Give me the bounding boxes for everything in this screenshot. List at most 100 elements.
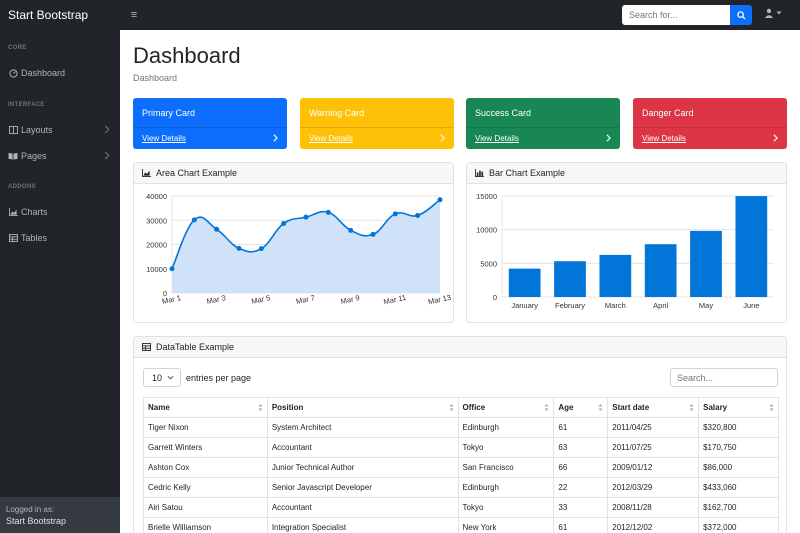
sort-icon <box>258 403 263 412</box>
datatable-title: DataTable Example <box>156 342 235 352</box>
cell-position: Accountant <box>266 437 459 458</box>
gauge-icon <box>8 68 18 78</box>
sidebar-item-charts[interactable]: Charts <box>0 203 120 221</box>
x-tick-label: Mar 3 <box>206 293 227 306</box>
column-header-salary[interactable]: Salary <box>698 397 779 418</box>
search-icon <box>736 10 746 20</box>
sort-icon <box>769 403 774 412</box>
x-tick-label: Mar 11 <box>383 293 407 307</box>
view-details-link[interactable]: View Details <box>642 134 686 143</box>
area-chart-panel: Area Chart Example 0 10000 20000 30000 40000… <box>133 162 454 323</box>
navbar-brand[interactable]: Start Bootstrap <box>8 8 89 22</box>
success-card: Success Card View Details <box>466 98 620 149</box>
card-title: Success Card <box>475 108 532 118</box>
navbar-search-input[interactable] <box>622 5 730 25</box>
data-point <box>437 197 443 203</box>
columns-icon <box>8 125 18 135</box>
bar-chart-panel: Bar Chart Example 0 5000 10000 15000 January… <box>466 162 787 323</box>
column-header-age[interactable]: Age <box>553 397 609 418</box>
cell-name: Tiger Nixon <box>143 417 268 438</box>
cell-name: Ashton Cox <box>143 457 268 478</box>
cell-salary: $433,060 <box>698 477 779 498</box>
chart-area-icon <box>8 207 18 217</box>
sidebar-item-pages[interactable]: Pages <box>0 147 120 165</box>
data-point <box>191 217 197 223</box>
cell-age: 63 <box>553 437 609 458</box>
warning-card: Warning Card View Details <box>300 98 454 149</box>
chart-bar-icon <box>475 168 485 178</box>
x-tick-label: Mar 5 <box>251 293 272 306</box>
table-row: Airi Satou Accountant Tokyo 33 2008/11/28 $16… <box>143 497 779 518</box>
chevron-right-icon <box>273 134 278 142</box>
entries-per-page-select[interactable]: 10 <box>143 368 181 387</box>
breadcrumb: Dashboard <box>133 73 178 83</box>
user-dropdown[interactable] <box>764 8 782 18</box>
column-header-start-date[interactable]: Start date <box>607 397 700 418</box>
card-title: Warning Card <box>309 108 365 118</box>
data-point <box>392 211 398 217</box>
data-point <box>415 212 421 218</box>
cell-age: 22 <box>553 477 609 498</box>
cell-age: 66 <box>553 457 609 478</box>
y-tick-label: 10000 <box>476 226 497 235</box>
sidebar-toggle-icon[interactable]: ≡ <box>130 9 138 21</box>
y-tick-label: 20000 <box>146 241 167 250</box>
cell-age: 61 <box>553 417 609 438</box>
top-navbar: Start Bootstrap ≡ <box>0 0 800 30</box>
logged-in-label: Logged in as: <box>6 505 55 514</box>
cell-office: Tokyo <box>457 497 555 518</box>
cell-office: Tokyo <box>457 437 555 458</box>
cell-position: Junior Technical Author <box>266 457 459 478</box>
column-header-name[interactable]: Name <box>143 397 268 418</box>
column-header-position[interactable]: Position <box>266 397 459 418</box>
chevron-right-icon <box>104 125 110 134</box>
data-point <box>325 209 331 215</box>
column-header-office[interactable]: Office <box>457 397 555 418</box>
data-point <box>214 226 220 232</box>
y-tick-label: 40000 <box>146 192 167 201</box>
area-chart-header: Area Chart Example <box>134 163 453 184</box>
y-tick-label: 0 <box>163 289 167 298</box>
chevron-right-icon <box>440 134 445 142</box>
sidebar-item-label: Charts <box>21 207 48 217</box>
cell-office: San Francisco <box>457 457 555 478</box>
cell-start-date: 2012/12/02 <box>607 517 700 533</box>
entries-control: 10 entries per page <box>143 368 251 387</box>
navbar-search-button[interactable] <box>730 5 752 25</box>
x-tick-label: June <box>743 301 759 310</box>
cell-position: Integration Specialist <box>266 517 459 533</box>
y-tick-label: 10000 <box>146 265 167 274</box>
chevron-right-icon <box>104 151 110 160</box>
y-tick-label: 0 <box>493 293 497 302</box>
data-table: Name Position Office Age Start date Sala… <box>143 397 779 533</box>
table-row: Ashton Cox Junior Technical Author San Fra… <box>143 457 779 478</box>
view-details-link[interactable]: View Details <box>309 134 353 143</box>
sidebar-item-label: Pages <box>21 151 47 161</box>
card-title: Primary Card <box>142 108 196 118</box>
datatable-search-input[interactable] <box>670 368 778 387</box>
cell-name: Cedric Kelly <box>143 477 268 498</box>
bar-chart: 0 5000 10000 15000 January February March April… <box>476 192 774 310</box>
card-title: Danger Card <box>642 108 694 118</box>
cell-name: Airi Satou <box>143 497 268 518</box>
area-chart: 0 10000 20000 30000 40000 Mar 1 Mar 3 Mar 5 Mar … <box>146 192 452 307</box>
sidebar-item-tables[interactable]: Tables <box>0 229 120 247</box>
data-point <box>303 214 309 220</box>
table-row: Garrett Winters Accountant Tokyo 63 2011/07/… <box>143 437 779 458</box>
sidebar-item-dashboard[interactable]: Dashboard <box>0 64 120 82</box>
y-tick-label: 30000 <box>146 216 167 225</box>
cell-position: Accountant <box>266 497 459 518</box>
sidebar-item-layouts[interactable]: Layouts <box>0 121 120 139</box>
cell-start-date: 2011/04/25 <box>607 417 700 438</box>
entries-per-page-label: entries per page <box>186 372 252 383</box>
bar <box>508 268 541 297</box>
chevron-right-icon <box>773 134 778 142</box>
cell-start-date: 2012/03/29 <box>607 477 700 498</box>
chevron-down-icon <box>167 375 174 380</box>
view-details-link[interactable]: View Details <box>475 134 519 143</box>
view-details-link[interactable]: View Details <box>142 134 186 143</box>
table-header-row: Name Position Office Age Start date Sala… <box>143 397 779 418</box>
table-icon <box>142 342 152 352</box>
x-tick-label: May <box>699 301 713 310</box>
x-tick-label: April <box>653 301 668 310</box>
